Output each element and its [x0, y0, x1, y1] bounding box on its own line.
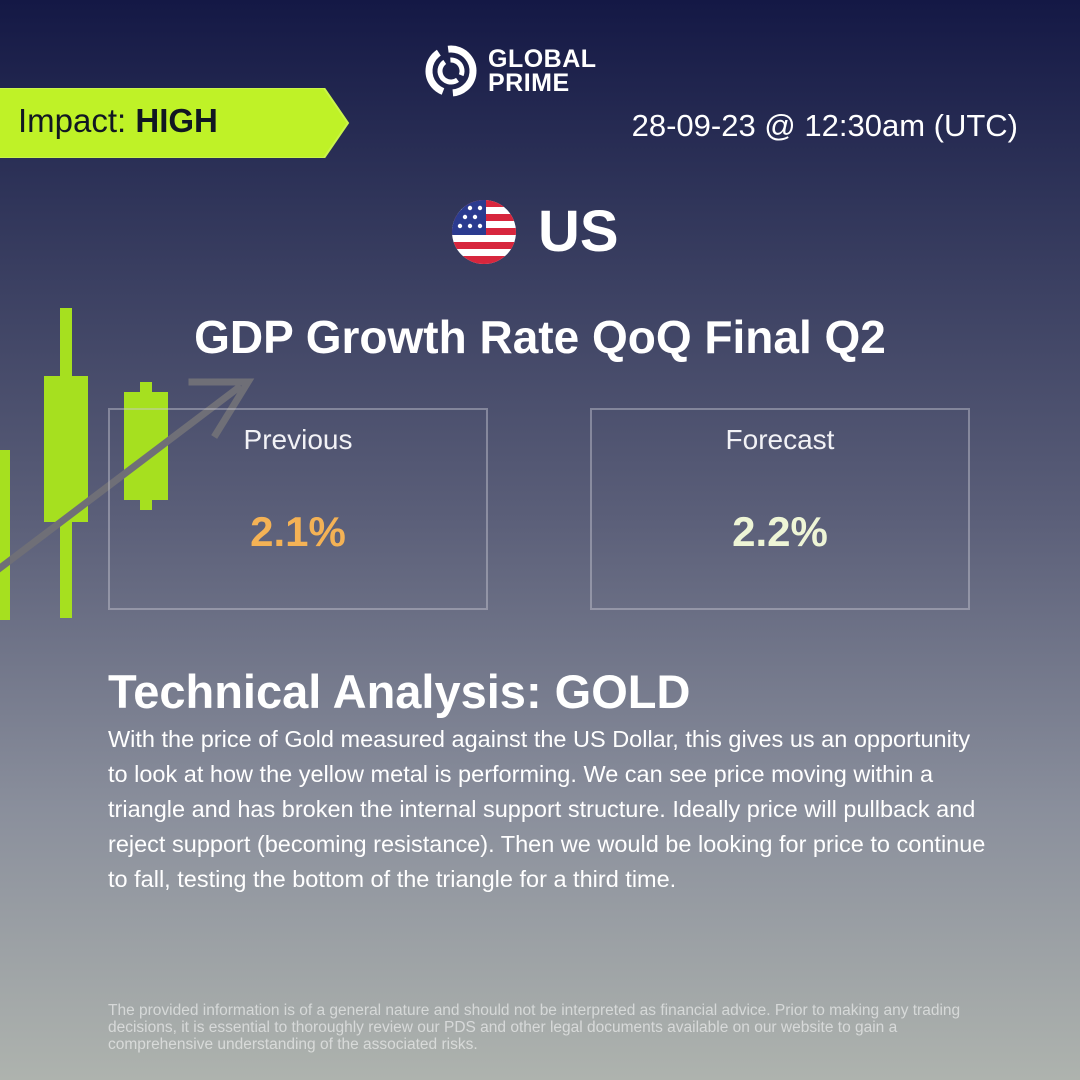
us-flag-icon [452, 200, 516, 264]
impact-level: HIGH [135, 102, 218, 139]
impact-label: Impact: HIGH [18, 102, 218, 140]
candlestick-chart-icon [0, 308, 255, 620]
country-name: US [538, 199, 619, 264]
tag-shape-icon [0, 88, 350, 158]
analysis-title: Technical Analysis: GOLD [108, 665, 691, 718]
country-header: US [452, 200, 619, 264]
analysis-body: With the price of Gold measured against … [108, 726, 986, 892]
forecast-stat-card: Forecast 2.2% [590, 408, 970, 610]
brand-line-2: PRIME [488, 69, 570, 97]
previous-value: 2.1% [250, 508, 346, 555]
disclaimer-text: The provided information is of a general… [108, 1002, 961, 1053]
impact-prefix: Impact: [18, 102, 136, 139]
brand-line-1: GLOBAL [488, 45, 597, 73]
impact-tag: Impact: HIGH [0, 88, 350, 158]
previous-stat-card: Previous 2.1% [108, 408, 488, 610]
event-datetime: 28-09-23 @ 12:30am (UTC) [631, 108, 1018, 143]
brand-name: GLOBAL PRIME [488, 45, 597, 97]
brand-logo: GLOBAL PRIME [422, 42, 597, 100]
forecast-label: Forecast [725, 424, 835, 455]
indicator-title: GDP Growth Rate QoQ Final Q2 [194, 311, 886, 363]
previous-label: Previous [243, 424, 353, 455]
forecast-value: 2.2% [732, 508, 828, 555]
global-prime-logo-icon [425, 45, 477, 97]
